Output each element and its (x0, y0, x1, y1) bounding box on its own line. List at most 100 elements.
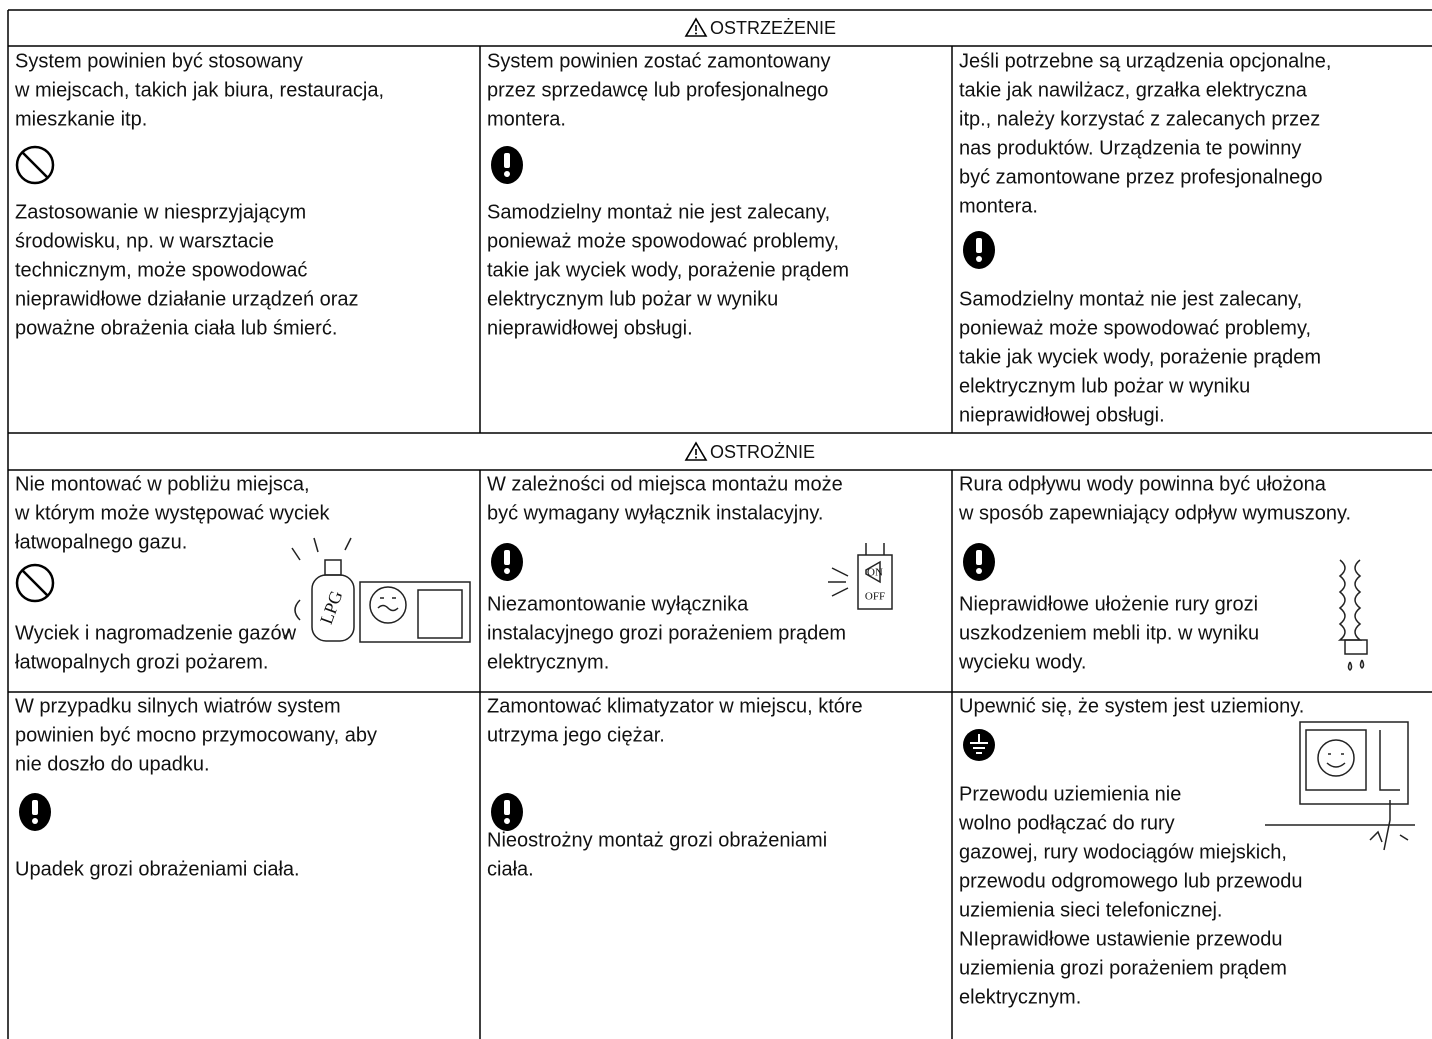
cell-text: nieprawidłowej obsługi. (959, 404, 1165, 426)
ground-badge (963, 729, 995, 761)
cell-text: poważne obrażenia ciała lub śmierć. (15, 317, 337, 339)
cell-text: środowisku, np. w warsztacie (15, 230, 274, 252)
cell-text: Upewnić się, że system jest uziemiony. (959, 695, 1304, 717)
cell-text: przez sprzedawcę lub profesjonalnego (487, 79, 828, 101)
icon-must (491, 793, 523, 831)
cell-text: Niezamontowanie wyłącznika (487, 593, 749, 615)
mandatory-bar (504, 800, 510, 815)
cell-text: elektrycznym lub pożar w wyniku (959, 375, 1250, 397)
icon-prohibit (15, 145, 55, 185)
cell-text: itp., należy korzystać z zalecanych prze… (959, 108, 1320, 130)
prohibit-circle (15, 145, 55, 185)
ground-symbol (970, 734, 988, 754)
cell-text: nieprawidłowej obsługi. (487, 317, 693, 339)
cell-text: W zależności od miejsca montażu może (487, 473, 843, 495)
cell-text: takie jak wyciek wody, porażenie prądem (487, 259, 849, 281)
cell-text: przewodu odgromowego lub przewodu (959, 870, 1303, 892)
cell-text: instalacyjnego grozi porażeniem prądem (487, 622, 846, 644)
cell-text: gazowej, rury wodociągów miejskich, (959, 841, 1287, 863)
warning-dot (695, 32, 697, 35)
mandatory-dot (976, 256, 982, 262)
lpg-illustration (283, 537, 471, 643)
cell-text: uziemienia grozi porażeniem prądem (959, 957, 1287, 979)
mandatory-dot (504, 171, 510, 177)
icon-must (963, 231, 995, 269)
prohibit-bar (21, 151, 49, 179)
mandatory-bar (976, 550, 982, 565)
cell-text: nieprawidłowe działanie urządzeń oraz (15, 288, 359, 310)
cell-text: elektrycznym. (487, 651, 609, 673)
mandatory-dot (32, 818, 38, 824)
cell-text: montera. (487, 108, 566, 130)
section-title: OSTRZEŻENIE (710, 18, 836, 38)
cell-text: takie jak nawilżacz, grzałka elektryczna (959, 79, 1308, 101)
cell-text: uszkodzeniem mebli itp. w wyniku (959, 622, 1259, 644)
cell-text: Nie montować w pobliżu miejsca, (15, 473, 310, 495)
cell-text: Zastosowanie w niesprzyjającym (15, 201, 306, 223)
mandatory-bar (976, 238, 982, 253)
cell-text: nas produktów. Urządzenia te powinny (959, 137, 1301, 159)
cell-text: w miejscach, takich jak biura, restaurac… (14, 79, 384, 101)
cell-text: łatwopalnych grozi pożarem. (15, 651, 268, 673)
warning-triangle (684, 441, 708, 461)
cell-text: w którym może występować wyciek (14, 502, 331, 524)
prohibit-circle (15, 563, 55, 603)
cell-text: Nieostrożny montaż grozi obrażeniami (487, 829, 827, 851)
cell-text: elektrycznym lub pożar w wyniku (487, 288, 778, 310)
cell-text: takie jak wyciek wody, porażenie prądem (959, 346, 1321, 368)
cell-text: Samodzielny montaż nie jest zalecany, (959, 288, 1302, 310)
mandatory-dot (976, 568, 982, 574)
cell-text: Samodzielny montaż nie jest zalecany, (487, 201, 830, 223)
icon-must (19, 793, 51, 831)
cell-text: powinien być mocno przymocowany, aby (15, 724, 377, 746)
mandatory-bar (504, 550, 510, 565)
cell-text: System powinien być stosowany (15, 50, 303, 72)
ground-illustration (1265, 721, 1415, 851)
cell-text: wycieku wody. (958, 651, 1086, 673)
cell-text: elektrycznym. (959, 986, 1081, 1008)
cell-text: Nieprawidłowe ułożenie rury grozi (959, 593, 1258, 615)
illustration-label: LPG (316, 588, 346, 627)
cell-text: ponieważ może spowodować problemy, (959, 317, 1311, 339)
icon-must (491, 146, 523, 184)
icon-ground (963, 729, 995, 761)
section-title: OSTROŻNIE (710, 442, 815, 462)
table-borders (7, 9, 1432, 1039)
cell-text: uziemienia sieci telefonicznej. (959, 899, 1222, 921)
cell-text: być wymagany wyłącznik instalacyjny. (487, 502, 823, 524)
icon-prohibit (15, 563, 55, 603)
cell-text: Upadek grozi obrażeniami ciała. (15, 858, 300, 880)
icon-must (963, 543, 995, 581)
cell-text: utrzyma jego ciężar. (487, 724, 665, 746)
cell-text: technicznym, może spowodować (15, 259, 307, 281)
cell-text: ciała. (487, 858, 534, 880)
prohibit-bar (21, 569, 49, 597)
icon-must (491, 543, 523, 581)
cell-text: ponieważ może spowodować problemy, (487, 230, 839, 252)
cell-text: W przypadku silnych wiatrów system (15, 695, 341, 717)
cell-text: być zamontowane przez profesjonalnego (959, 166, 1323, 188)
mandatory-bar (32, 800, 38, 815)
cell-text: montera. (959, 195, 1038, 217)
mandatory-dot (504, 568, 510, 574)
pipe-illustration (1337, 559, 1368, 671)
cell-text: wolno podłączać do rury (958, 812, 1175, 834)
mandatory-bar (504, 153, 510, 168)
cell-text: Jeśli potrzebne są urządzenia opcjonalne… (959, 50, 1331, 72)
illustration-label: ON (867, 567, 883, 579)
cell-text: System powinien zostać zamontowany (487, 50, 831, 72)
cell-text: Zamontować klimatyzator w miejscu, które (487, 695, 863, 717)
cell-text: nie doszło do upadku. (15, 753, 210, 775)
cell-text: Wyciek i nagromadzenie gazów (15, 622, 297, 644)
cell-text: łatwopalnego gazu. (15, 531, 187, 553)
cell-text: Rura odpływu wody powinna być ułożona (959, 473, 1327, 495)
switch-illustration (828, 543, 893, 610)
cell-text: Przewodu uziemienia nie (959, 783, 1181, 805)
warning-dot (695, 456, 697, 459)
warning-triangle (684, 17, 708, 37)
mandatory-dot (504, 818, 510, 824)
cell-text: mieszkanie itp. (15, 108, 147, 130)
cell-text: NIeprawidłowe ustawienie przewodu (959, 928, 1283, 950)
